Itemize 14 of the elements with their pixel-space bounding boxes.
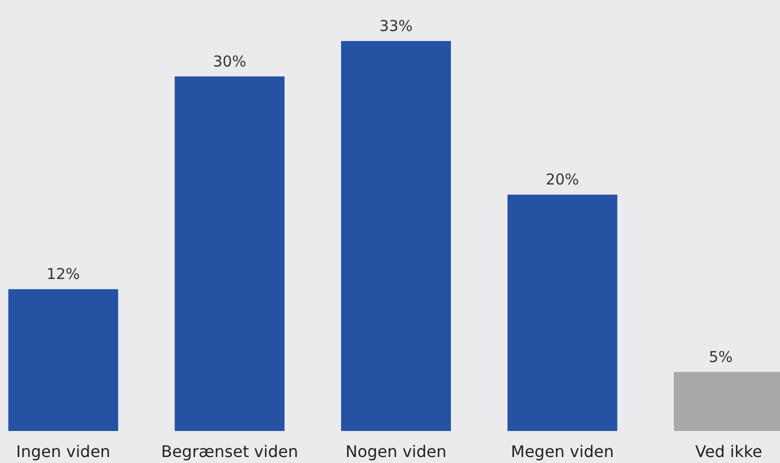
data-label: 33% [379,17,413,35]
x-tick-label: Begrænset viden [161,442,298,461]
bar [8,289,118,431]
data-label: 30% [212,52,246,70]
data-label: 5% [708,348,733,366]
x-tick-label: Megen viden [510,442,614,461]
x-tick-label: Ved ikke [695,442,762,461]
x-tick-label: Nogen viden [345,442,447,461]
x-tick-label: Ingen viden [16,442,110,461]
bar [341,41,451,431]
data-label: 12% [46,265,80,284]
bar [507,194,618,431]
bar [174,76,285,431]
data-label: 20% [546,170,580,189]
